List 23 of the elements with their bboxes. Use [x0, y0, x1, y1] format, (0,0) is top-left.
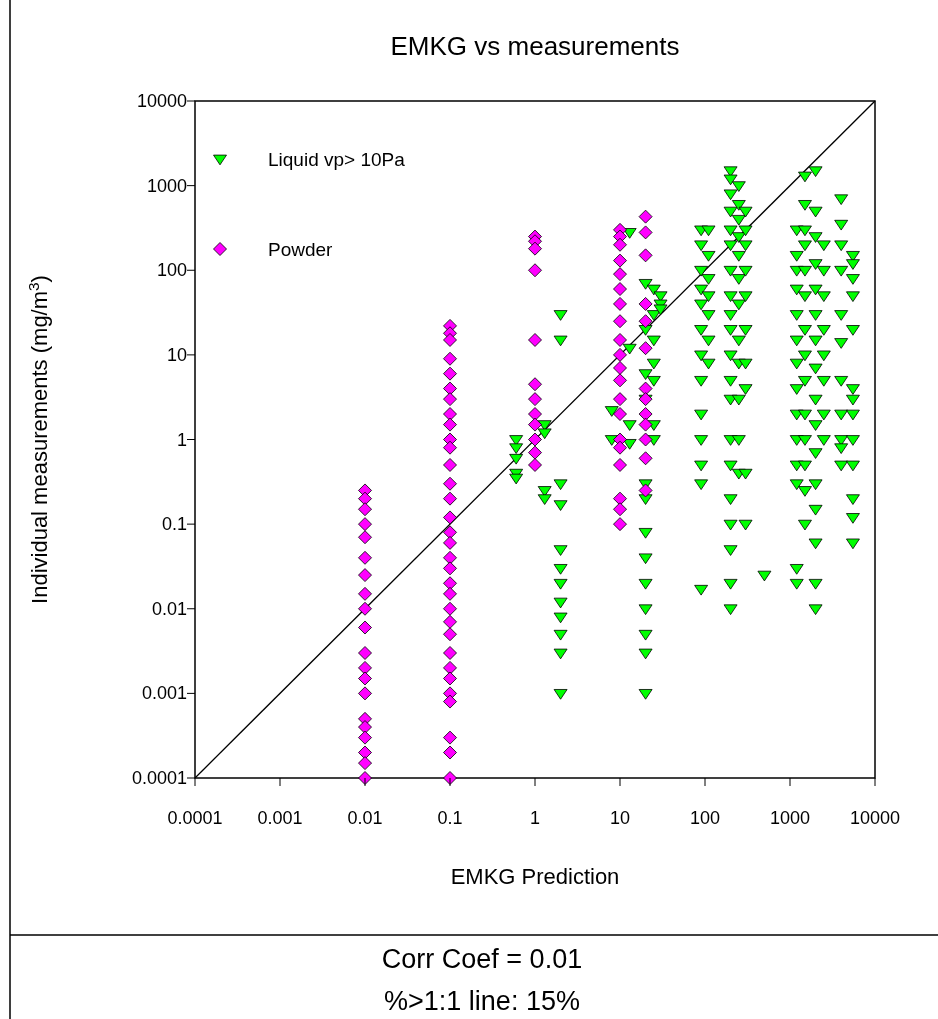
legend-label: Liquid vp> 10Pa — [268, 149, 406, 170]
x-tick-label: 0.001 — [257, 808, 303, 828]
y-tick-label: 0.001 — [141, 683, 187, 704]
y-tick-label: 0.1 — [161, 514, 187, 535]
x-tick-label: 0.01 — [347, 808, 383, 828]
x-tick-label: 1000 — [769, 808, 811, 828]
legend-label: Powder — [268, 239, 334, 260]
x-tick-label: 100 — [689, 808, 721, 828]
y-tick-label: 1 — [176, 429, 187, 450]
y-tick-label: 10000 — [136, 91, 187, 111]
y-tick-label: 1000 — [146, 175, 187, 196]
chart-title: EMKG vs measurements — [390, 31, 680, 61]
x-tick-label: 1 — [529, 808, 541, 828]
x-tick-label: 10 — [609, 808, 631, 828]
y-tick-label: 0.01 — [151, 598, 187, 619]
y-tick-label: 0.0001 — [131, 768, 187, 788]
y-tick-label: 100 — [156, 260, 187, 281]
x-axis-title: EMKG Prediction — [450, 864, 620, 889]
x-tick-label: 0.1 — [437, 808, 463, 828]
text: %>1:1 line: 15% — [384, 986, 580, 1016]
y-tick-label: 10 — [166, 344, 187, 365]
text: Corr Coef = 0.01 — [381, 944, 583, 974]
x-tick-label: 10000 — [849, 808, 901, 828]
